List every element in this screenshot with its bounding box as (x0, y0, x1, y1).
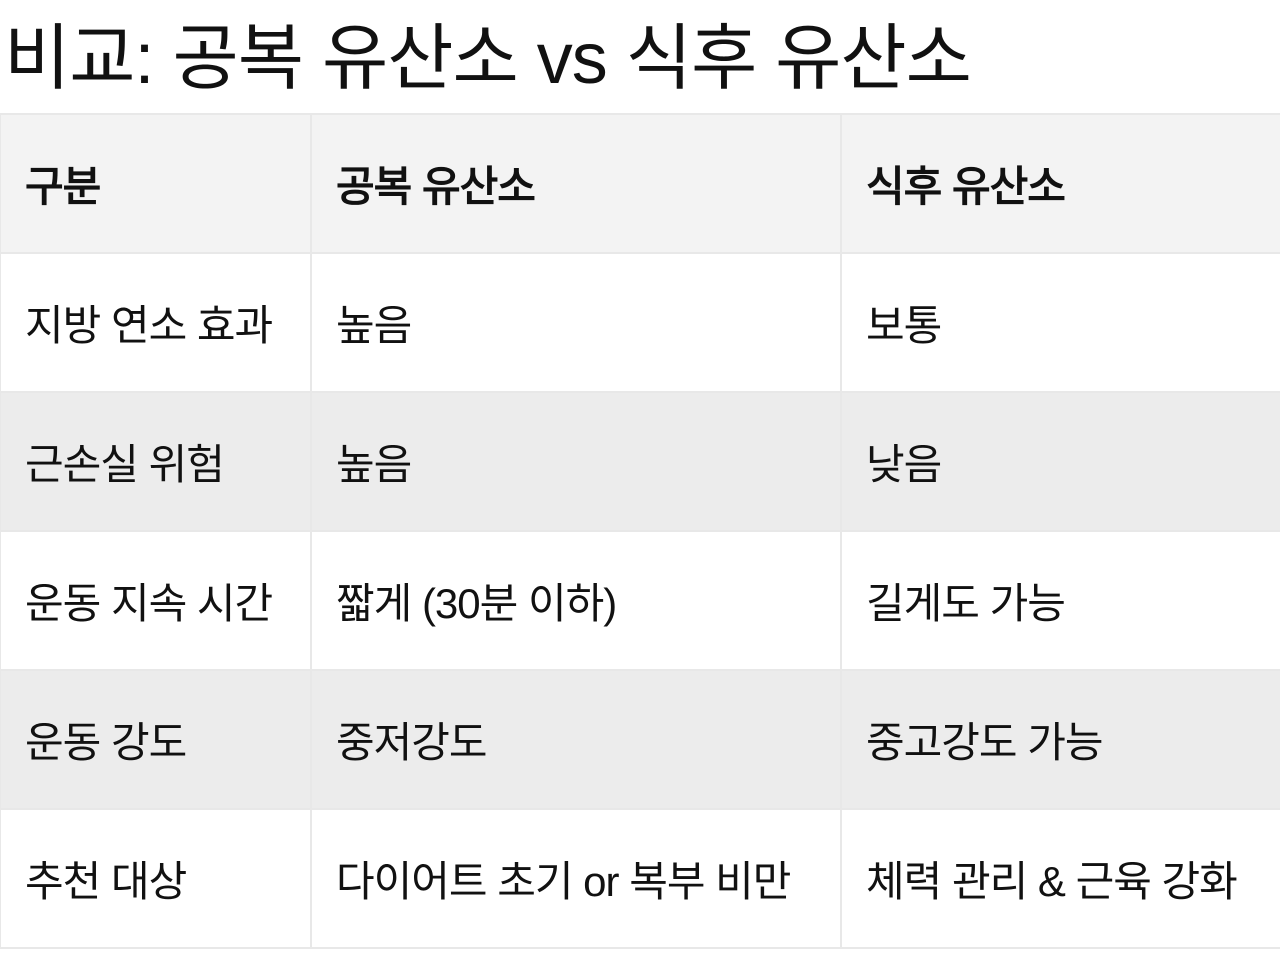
cell: 운동 강도 (0, 669, 312, 810)
table-header-row: 구분 공복 유산소 식후 유산소 (0, 113, 1280, 254)
table-row: 운동 지속 시간 짧게 (30분 이하) 길게도 가능 (0, 530, 1280, 671)
cell: 근손실 위험 (0, 391, 312, 532)
cell: 중저강도 (310, 669, 842, 810)
cell: 낮음 (840, 391, 1280, 532)
cell: 높음 (310, 252, 842, 393)
header-fasted-cardio: 공복 유산소 (310, 113, 842, 254)
cell: 추천 대상 (0, 808, 312, 949)
header-category: 구분 (0, 113, 312, 254)
table-row: 근손실 위험 높음 낮음 (0, 391, 1280, 532)
cell: 중고강도 가능 (840, 669, 1280, 810)
table-row: 지방 연소 효과 높음 보통 (0, 252, 1280, 393)
page-title: 비교: 공복 유산소 vs 식후 유산소 (4, 19, 972, 99)
comparison-table: 구분 공복 유산소 식후 유산소 지방 연소 효과 높음 보통 근손실 위험 높… (0, 113, 1280, 949)
header-postmeal-cardio: 식후 유산소 (840, 113, 1280, 254)
table-row: 운동 강도 중저강도 중고강도 가능 (0, 669, 1280, 810)
cell: 다이어트 초기 or 복부 비만 (310, 808, 842, 949)
cell: 운동 지속 시간 (0, 530, 312, 671)
cell: 길게도 가능 (840, 530, 1280, 671)
cell: 보통 (840, 252, 1280, 393)
table-row: 추천 대상 다이어트 초기 or 복부 비만 체력 관리 & 근육 강화 (0, 808, 1280, 949)
cell: 체력 관리 & 근육 강화 (840, 808, 1280, 949)
cell: 높음 (310, 391, 842, 532)
cell: 지방 연소 효과 (0, 252, 312, 393)
cell: 짧게 (30분 이하) (310, 530, 842, 671)
